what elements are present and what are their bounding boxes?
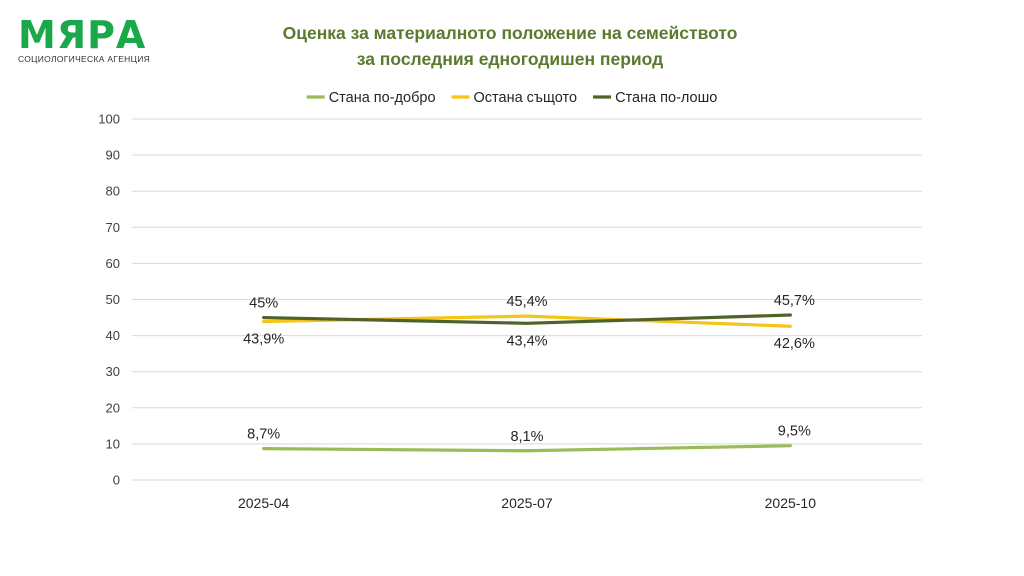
agency-logo: МЯРА СОЦИОЛОГИЧЕСКА АГЕНЦИЯ [18, 16, 150, 64]
x-tick-label-2025-07: 2025-07 [501, 495, 553, 511]
data-label-3-1: 45% [249, 296, 278, 312]
data-label-3-3: 45,7% [774, 293, 815, 309]
data-label-1-3: 9,5% [778, 424, 811, 440]
x-tick-label-2025-10: 2025-10 [765, 495, 817, 511]
data-label-1-2: 8,1% [510, 429, 543, 445]
logo-subtitle: СОЦИОЛОГИЧЕСКА АГЕНЦИЯ [18, 54, 151, 64]
series-line-1 [262, 444, 792, 453]
y-tick-label-70: 70 [106, 220, 120, 235]
data-label-3-2: 43,4% [506, 333, 547, 349]
legend-item-2: Остана същото [451, 90, 578, 106]
y-tick-label-40: 40 [106, 328, 120, 343]
chart-title: Оценка за материалното положение на семе… [200, 20, 820, 72]
logo-wordmark: МЯРА [18, 13, 147, 57]
y-tick-label-60: 60 [106, 256, 120, 271]
y-tick-label-30: 30 [106, 364, 120, 379]
y-tick-label-10: 10 [106, 436, 120, 451]
x-tick-label-2025-04: 2025-04 [238, 495, 290, 511]
data-label-2-2: 45,4% [506, 294, 547, 310]
data-label-1-1: 8,7% [247, 427, 280, 443]
legend-label-1: Стана по-добро [329, 90, 436, 106]
y-tick-label-100: 100 [98, 112, 120, 127]
data-label-2-3: 42,6% [774, 336, 815, 352]
legend-item-3: Стана по-лошо [593, 90, 717, 106]
y-tick-label-20: 20 [106, 400, 120, 415]
chart-title-line-1: Оценка за материалното положение на семе… [282, 23, 738, 43]
legend-label-2: Остана същото [474, 90, 578, 106]
data-label-2-1: 43,9% [243, 332, 284, 348]
y-tick-label-90: 90 [106, 148, 120, 163]
y-tick-label-50: 50 [106, 292, 120, 307]
y-tick-label-0: 0 [113, 473, 120, 488]
legend-label-3: Стана по-лошо [615, 90, 717, 106]
y-tick-label-80: 80 [106, 184, 120, 199]
series-line-3 [262, 313, 792, 325]
legend-item-1: Стана по-добро [306, 90, 436, 106]
chart-title-line-2: за последния едногодишен период [356, 49, 664, 69]
